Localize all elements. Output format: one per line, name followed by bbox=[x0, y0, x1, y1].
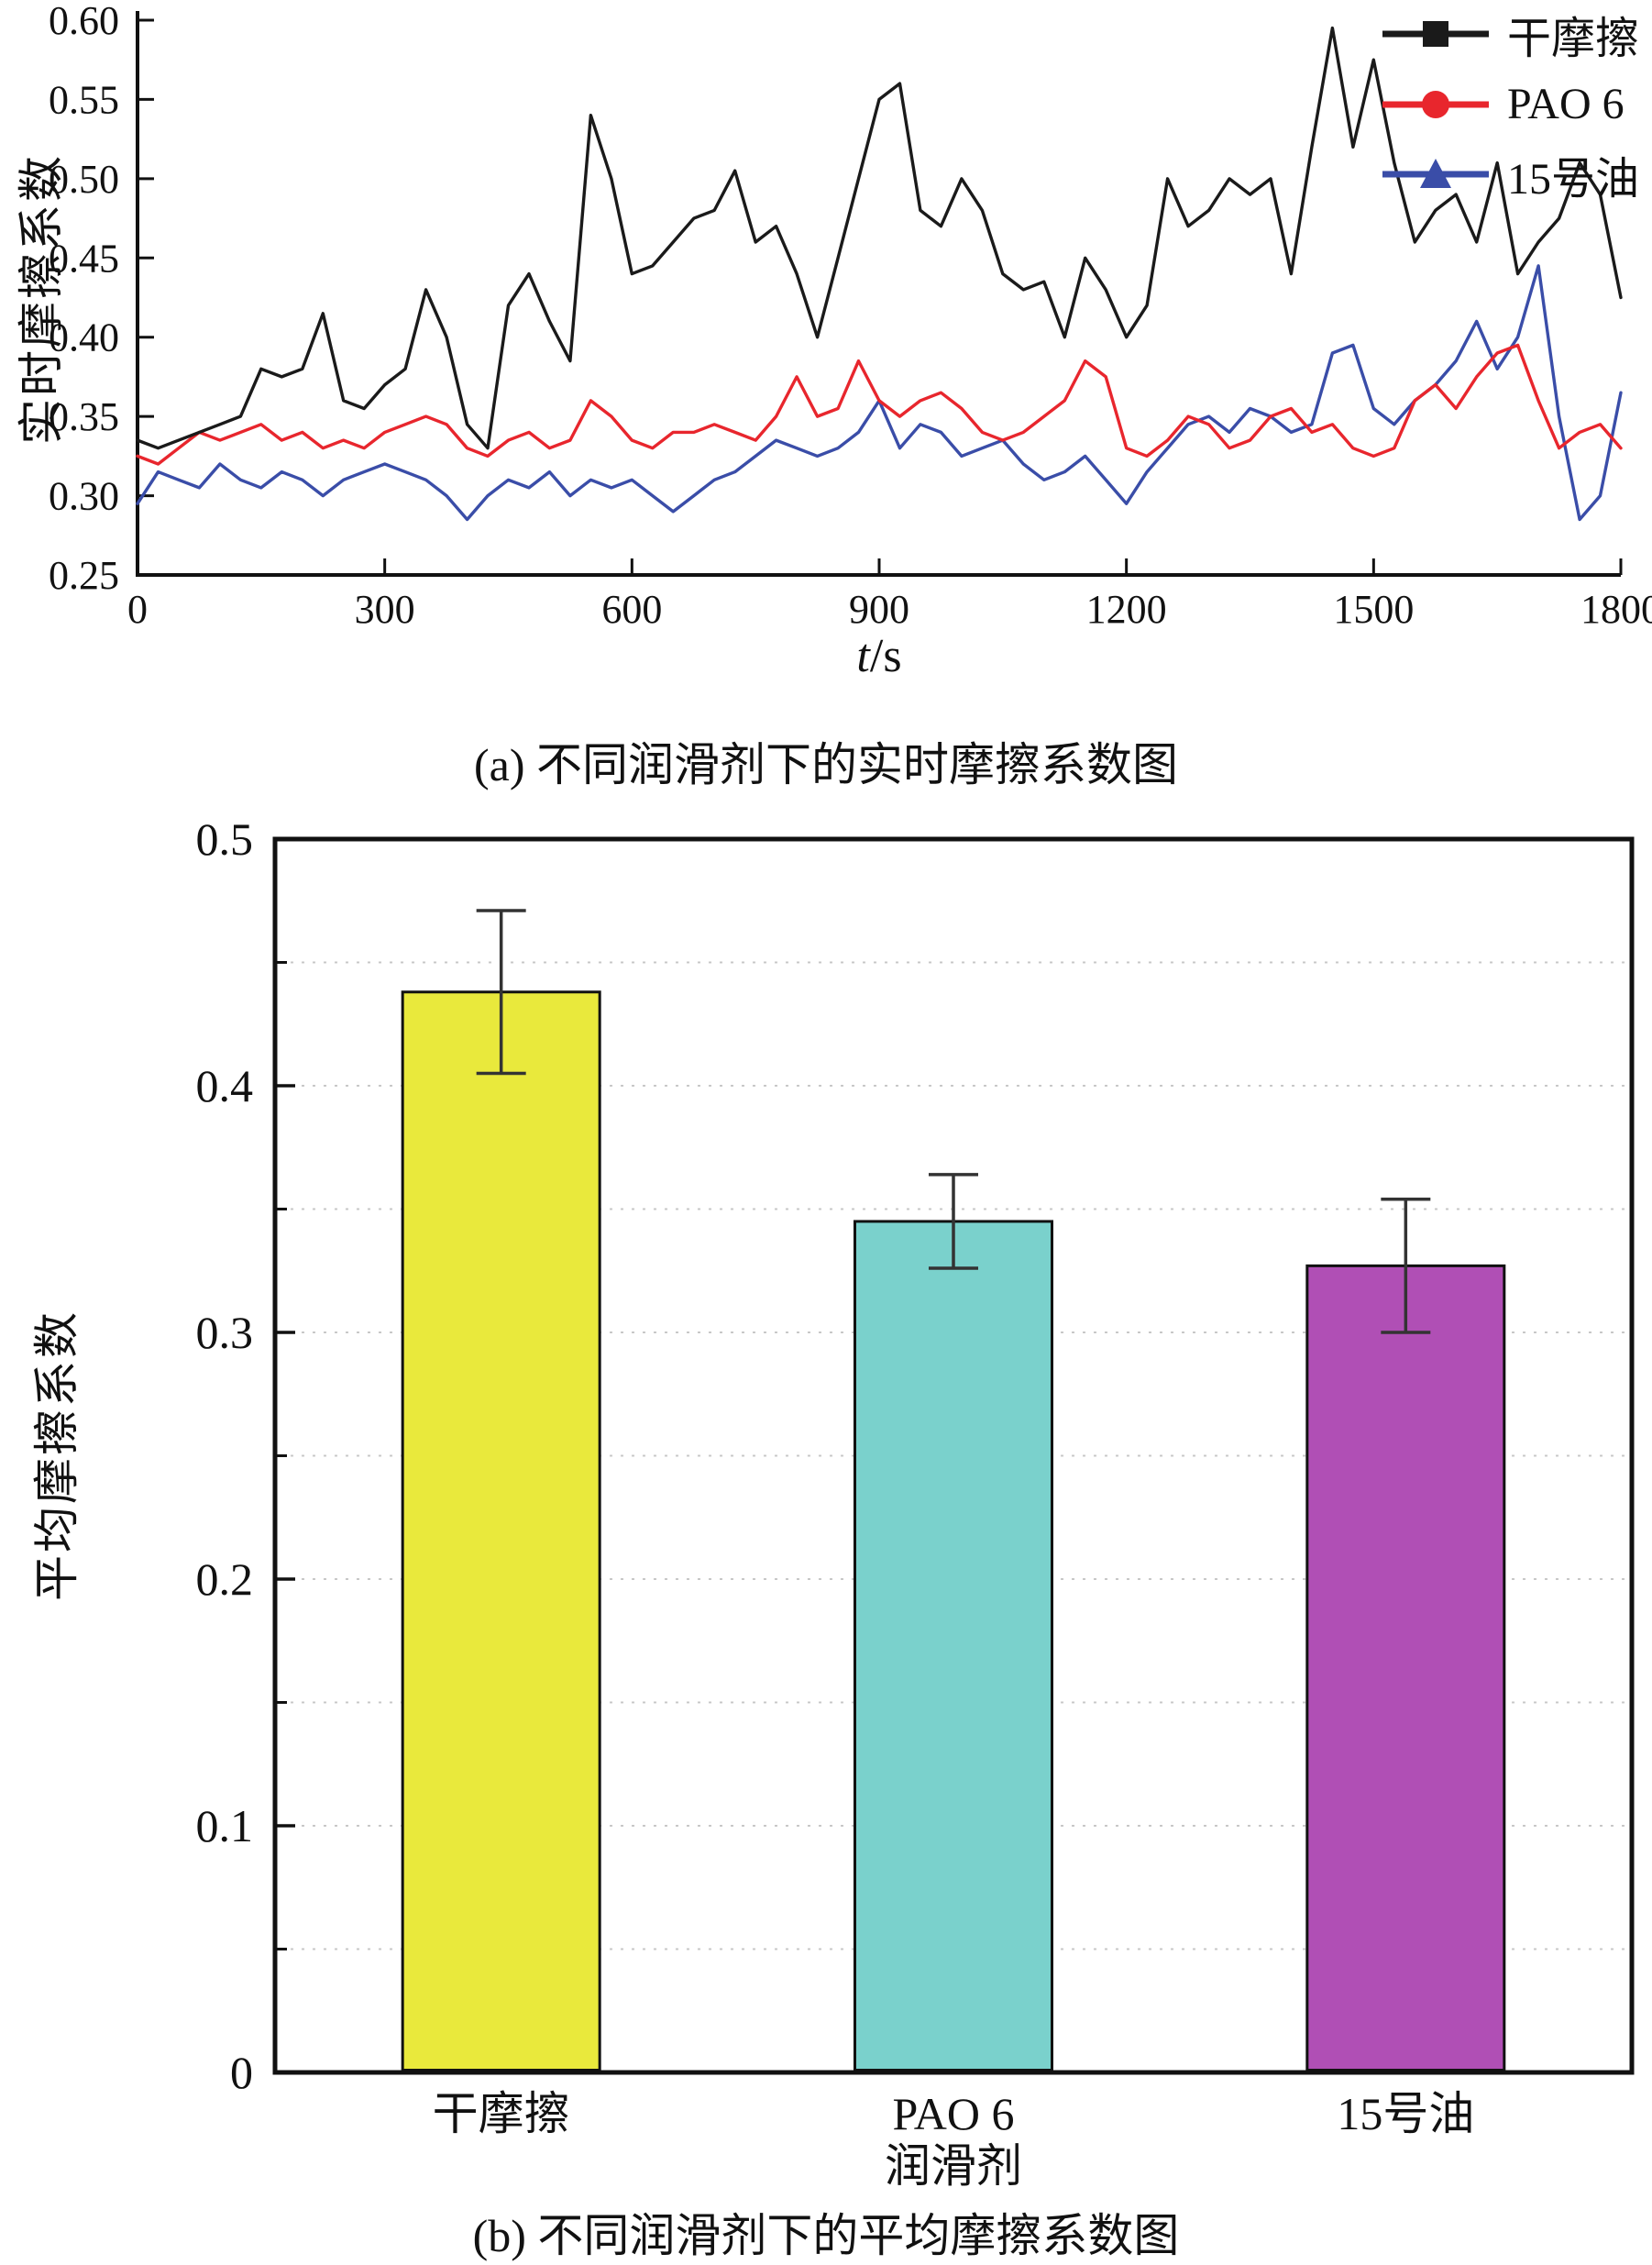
y-tick-label: 0.55 bbox=[49, 77, 119, 122]
x-variable-symbol: t bbox=[856, 630, 870, 682]
bar-pao-6 bbox=[854, 1220, 1053, 2072]
legend-entry-no15-oil: 15号油 bbox=[1379, 142, 1639, 206]
category-label-no15-oil: 15号油 bbox=[1337, 2088, 1474, 2139]
x-tick-label: 900 bbox=[849, 587, 909, 632]
axes-a: 0.25 0.30 0.35 0.40 0.45 0.50 0.55 0.60 0 300 600 9… bbox=[49, 0, 1652, 632]
y-axis-label-b: 平均摩擦系数 bbox=[31, 1309, 83, 1601]
y-tick-label: 0.2 bbox=[196, 1553, 254, 1605]
series-lines bbox=[136, 26, 1623, 522]
y-tick-label: 0.4 bbox=[196, 1060, 254, 1111]
square-glyph bbox=[1422, 21, 1448, 47]
category-label-dry-friction: 干摩擦 bbox=[433, 2088, 570, 2139]
x-tick-label: 1500 bbox=[1333, 587, 1414, 632]
y-tick-label: 0.3 bbox=[196, 1307, 254, 1358]
y-tick-label: 0.35 bbox=[49, 394, 119, 439]
caption-b: (b) 不同润滑剂下的平均摩擦系数图 bbox=[472, 2210, 1180, 2261]
error-bar-dry-friction bbox=[476, 909, 526, 1076]
circle-marker-icon bbox=[1382, 90, 1489, 118]
y-axis-label-a: 实时摩擦系数 bbox=[16, 153, 67, 445]
x-tick-label: 600 bbox=[601, 587, 662, 632]
square-marker-icon bbox=[1382, 21, 1489, 47]
series-line-no15-oil bbox=[136, 264, 1623, 522]
y-tick-label: 0.60 bbox=[49, 0, 119, 43]
realtime-friction-plot: 0.25 0.30 0.35 0.40 0.45 0.50 0.55 0.60 0 300 600 9… bbox=[49, 0, 1652, 632]
series-line-pao-6 bbox=[136, 343, 1623, 466]
triangle-glyph bbox=[1419, 159, 1451, 188]
bar-dry-friction bbox=[401, 990, 601, 2072]
y-tick-label: 0.5 bbox=[196, 813, 254, 865]
x-tick-label: 0 bbox=[127, 587, 148, 632]
error-bar-no15-oil bbox=[1381, 1197, 1431, 1334]
legend-entry-pao-6: PAO 6 bbox=[1379, 79, 1639, 129]
x-tick-label: 1800 bbox=[1580, 587, 1652, 632]
y-tick-label: 0.30 bbox=[49, 474, 119, 519]
legend-entry-dry-friction: 干摩擦 bbox=[1379, 2, 1639, 66]
y-tick-label: 0.45 bbox=[49, 236, 119, 281]
legend-label: 15号油 bbox=[1506, 155, 1639, 204]
realtime-friction-chart: 0.25 0.30 0.35 0.40 0.45 0.50 0.55 0.60 0 300 600 9… bbox=[0, 0, 1652, 724]
average-friction-plot: 0 0.1 0.2 0.3 0.4 0.5 干摩擦 PAO 6 15号油 bbox=[196, 813, 1635, 2139]
series-line-dry-friction bbox=[136, 26, 1623, 450]
category-label-pao-6: PAO 6 bbox=[893, 2088, 1015, 2139]
x-axis-label-a: t/s bbox=[856, 630, 902, 682]
bar-no15-oil bbox=[1305, 1264, 1506, 2072]
error-bar-pao-6 bbox=[929, 1173, 978, 1270]
y-tick-label: 0.50 bbox=[49, 157, 119, 202]
x-tick-label: 1200 bbox=[1086, 587, 1167, 632]
x-tick-label: 300 bbox=[355, 587, 415, 632]
axes-b: 0 0.1 0.2 0.3 0.4 0.5 bbox=[196, 813, 295, 2098]
circle-glyph bbox=[1421, 90, 1449, 118]
average-friction-chart: 0 0.1 0.2 0.3 0.4 0.5 干摩擦 PAO 6 15号油 平均摩擦系数 润滑剂 bbox=[0, 798, 1652, 2201]
legend: 干摩擦 PAO 6 15号油 bbox=[1379, 2, 1639, 206]
x-axis-label-b: 润滑剂 bbox=[885, 2140, 1022, 2192]
y-tick-label: 0.25 bbox=[49, 553, 119, 598]
caption-a: (a) 不同润滑剂下的实时摩擦系数图 bbox=[474, 739, 1178, 790]
y-tick-label: 0 bbox=[230, 2047, 253, 2098]
triangle-marker-icon bbox=[1382, 159, 1489, 188]
legend-label: 干摩擦 bbox=[1506, 15, 1639, 63]
y-tick-label: 0.40 bbox=[49, 315, 119, 360]
y-tick-label: 0.1 bbox=[196, 1800, 254, 1851]
legend-label: PAO 6 bbox=[1506, 80, 1624, 128]
